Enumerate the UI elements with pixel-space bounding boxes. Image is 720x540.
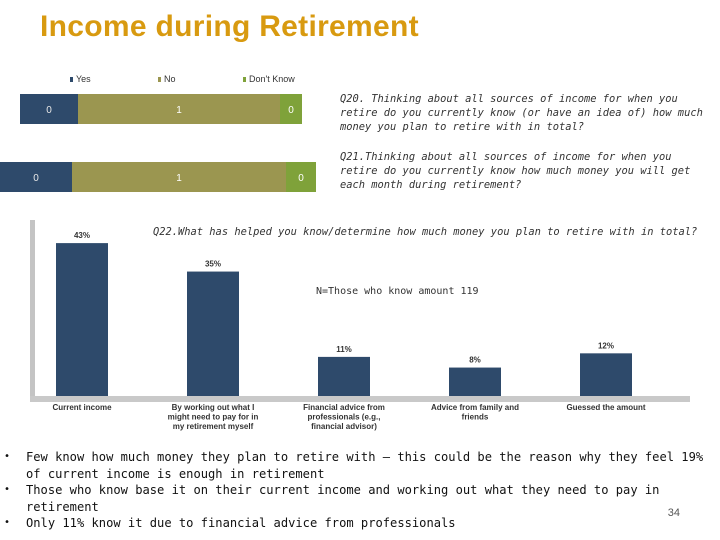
- question-q20: Q20. Thinking about all sources of incom…: [340, 93, 703, 133]
- legend-label-no: No: [164, 74, 176, 84]
- bar-value-label: 1: [176, 105, 182, 116]
- question-q22: Q22.What has helped you know/determine h…: [153, 226, 698, 238]
- legend-label-dont-know: Don't Know: [249, 74, 295, 84]
- slide-title: Income during Retirement: [40, 10, 419, 43]
- bar-value-label: 0: [298, 173, 304, 184]
- bar-value-label: 0: [46, 105, 52, 116]
- bar-segment: [20, 94, 78, 124]
- bar-value-label: 0: [33, 173, 39, 184]
- page-number: 34: [667, 507, 680, 519]
- bullet-text: Few know how much money they plan to ret…: [26, 450, 704, 481]
- legend-item-yes: Yes: [70, 74, 91, 84]
- bullet-icon: •: [4, 484, 11, 496]
- category-label: Current income: [52, 403, 112, 412]
- chart-legend: Yes No Don't Know: [0, 74, 340, 86]
- legend-swatch-yes: [70, 76, 73, 82]
- x-axis-floor: [30, 396, 690, 402]
- bullet-item: • Few know how much money they plan to re…: [4, 449, 716, 482]
- question-q21: Q21.Thinking about all sources of income…: [340, 151, 691, 191]
- column-bar: [580, 353, 632, 396]
- category-label: Guessed the amount: [566, 403, 645, 412]
- legend-item-no: No: [158, 74, 176, 84]
- bullet-text: Those who know base it on their current …: [26, 483, 660, 514]
- bullet-item: • Only 11% know it due to financial advic…: [4, 515, 716, 532]
- bar-segment: [72, 162, 286, 192]
- bar-segment: [280, 94, 302, 124]
- column-bar: [56, 243, 108, 396]
- category-label: Advice from family and friends: [431, 403, 519, 422]
- bullet-list: • Few know how much money they plan to re…: [4, 449, 716, 532]
- bar-segment: [78, 94, 280, 124]
- category-label: Financial advice from professionals (e.g.…: [303, 403, 385, 431]
- column-chart: 43% Current income 35% By working out what …: [30, 220, 690, 431]
- column-value-label: 12%: [598, 341, 614, 350]
- bar-segment: [0, 162, 72, 192]
- column-value-label: 8%: [469, 356, 481, 365]
- legend-label-yes: Yes: [76, 74, 91, 84]
- bullet-icon: •: [4, 451, 11, 462]
- bullet-icon: •: [4, 517, 11, 529]
- column-value-label: 35%: [205, 260, 221, 269]
- bar-value-label: 1: [176, 173, 182, 184]
- legend-swatch-no: [158, 76, 161, 82]
- column-value-label: 43%: [74, 231, 90, 240]
- legend-item-dont-know: Don't Know: [243, 74, 295, 84]
- bullet-text: Only 11% know it due to financial advice…: [26, 516, 456, 531]
- sample-size-label: N=Those who know amount 119: [316, 286, 479, 297]
- y-axis-wall: [30, 220, 35, 396]
- stacked-bar-chart: 0 1 0 0 1 0: [0, 94, 316, 192]
- bar-segment: [286, 162, 316, 192]
- column-bar: [187, 271, 239, 396]
- legend-swatch-dont-know: [243, 76, 246, 82]
- bullet-item: • Those who know base it on their current…: [4, 482, 716, 515]
- column-bar: [318, 356, 370, 396]
- bar-value-label: 0: [288, 105, 294, 116]
- column-bar: [449, 367, 501, 396]
- column-value-label: 11%: [336, 345, 352, 354]
